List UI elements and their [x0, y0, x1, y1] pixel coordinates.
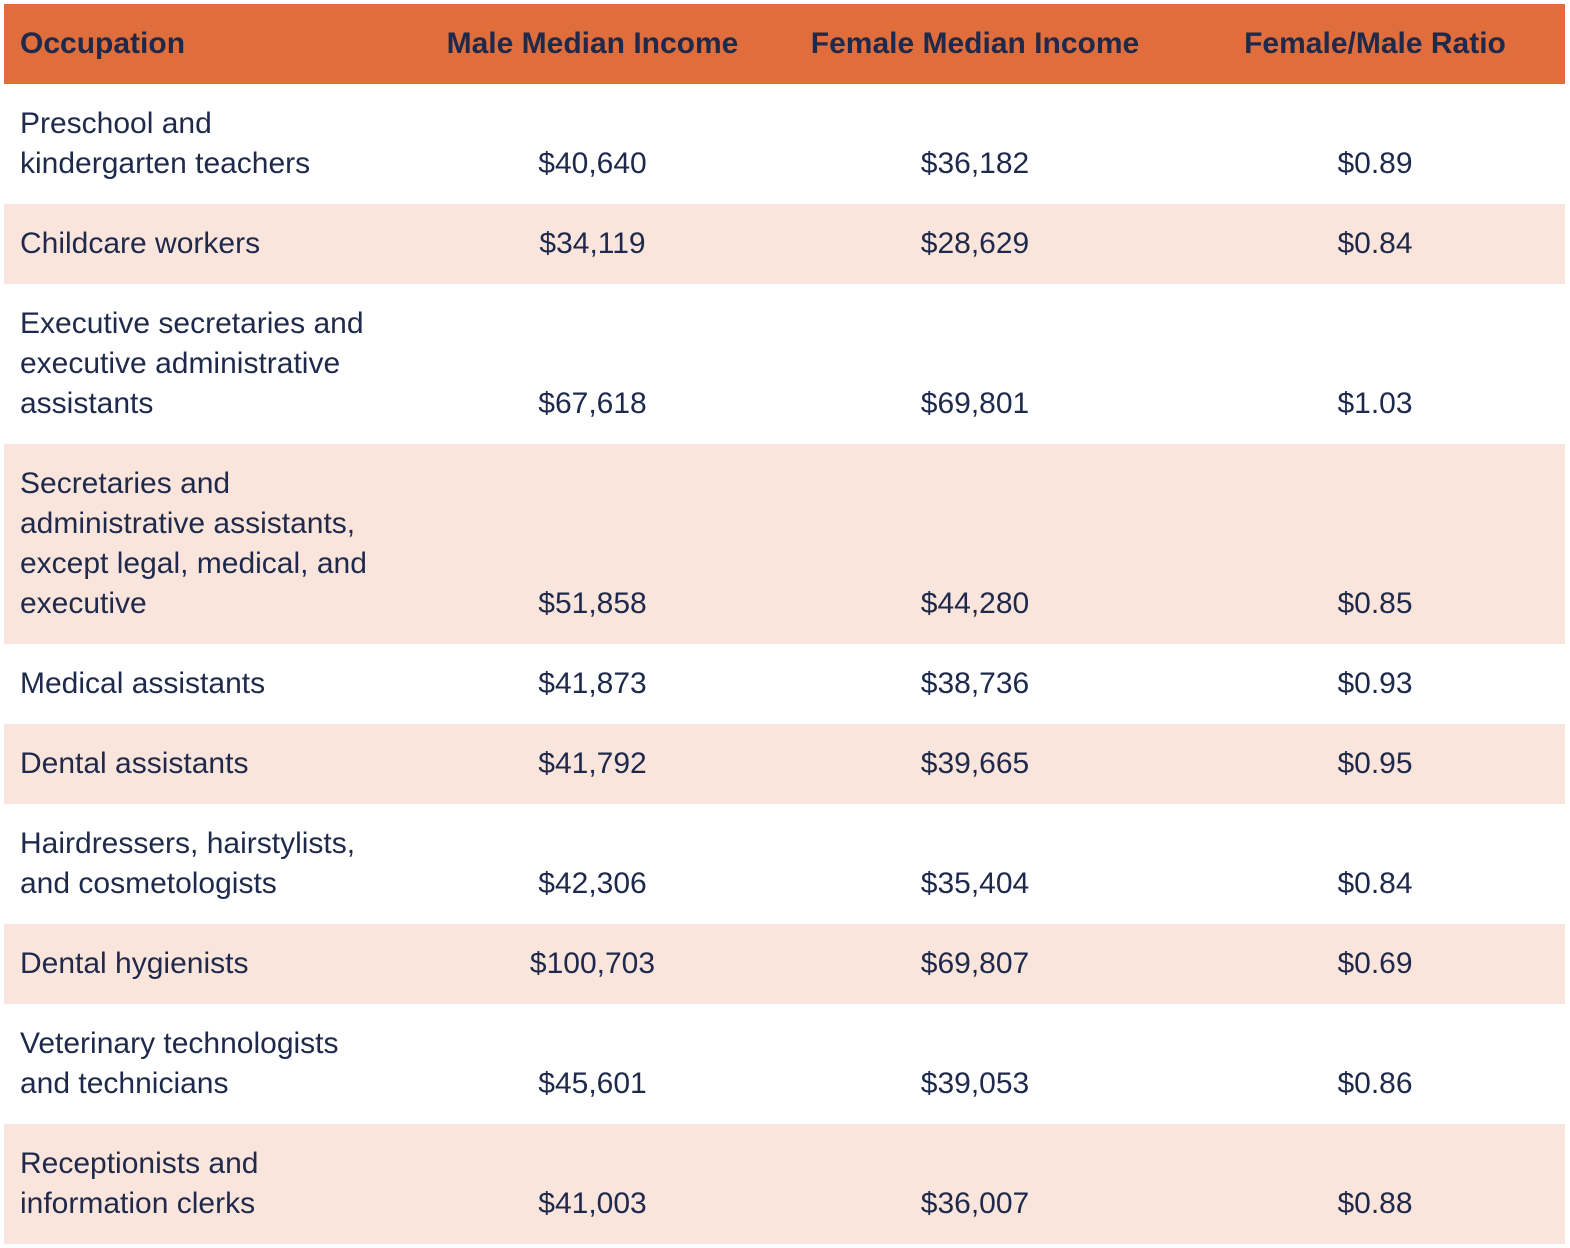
table-row: Medical assistants $41,873 $38,736 $0.93	[4, 644, 1565, 724]
occupation-cell: Secretaries and administrative assistant…	[20, 467, 367, 620]
ratio-cell: $0.86	[1337, 1067, 1413, 1100]
occupation-cell: Preschool and kindergarten teachers	[20, 107, 311, 180]
male-income-cell: $41,873	[538, 667, 647, 700]
table-row: Executive secretaries and executive admi…	[4, 284, 1565, 444]
female-income-cell: $36,007	[920, 1187, 1030, 1220]
male-income-cell: $42,306	[538, 867, 647, 900]
ratio-cell: $0.84	[1337, 867, 1413, 900]
occupation-cell: Dental assistants	[20, 747, 249, 780]
income-comparison-table: Occupation Male Median Income Female Med…	[4, 4, 1565, 1244]
male-income-cell: $67,618	[538, 387, 647, 420]
occupation-cell: Medical assistants	[20, 667, 266, 700]
ratio-cell: $0.89	[1337, 147, 1413, 180]
table-row: Veterinary technologists and technicians…	[4, 1004, 1565, 1124]
ratio-cell: $1.03	[1337, 387, 1413, 420]
table-row: Hairdressers, hairstylists, and cosmetol…	[4, 804, 1565, 924]
table-body: Preschool and kindergarten teachers $40,6…	[4, 84, 1565, 1244]
male-income-cell: $41,792	[538, 747, 647, 780]
ratio-cell: $0.95	[1337, 747, 1413, 780]
female-income-cell: $44,280	[920, 587, 1030, 620]
occupation-cell: Veterinary technologists and technicians	[20, 1027, 339, 1100]
column-header-female-median-income: Female Median Income	[765, 4, 1185, 84]
column-header-male-median-income: Male Median Income	[420, 4, 765, 84]
table-row: Receptionists and information clerks $41,…	[4, 1124, 1565, 1244]
occupation-cell: Executive secretaries and executive admi…	[20, 307, 364, 420]
table-row: Preschool and kindergarten teachers $40,6…	[4, 84, 1565, 204]
male-income-cell: $41,003	[538, 1187, 647, 1220]
male-income-cell: $40,640	[538, 147, 647, 180]
ratio-cell: $0.85	[1337, 587, 1413, 620]
occupation-cell: Receptionists and information clerks	[20, 1147, 259, 1220]
male-income-cell: $45,601	[538, 1067, 647, 1100]
ratio-cell: $0.84	[1337, 227, 1413, 260]
female-income-cell: $38,736	[920, 667, 1030, 700]
male-income-cell: $100,703	[529, 947, 656, 980]
occupation-cell: Childcare workers	[20, 227, 261, 260]
table-row: Secretaries and administrative assistant…	[4, 444, 1565, 644]
table-row: Childcare workers $34,119 $28,629 $0.84	[4, 204, 1565, 284]
female-income-cell: $28,629	[920, 227, 1030, 260]
occupation-cell: Dental hygienists	[20, 947, 249, 980]
table-row: Dental assistants $41,792 $39,665 $0.95	[4, 724, 1565, 804]
column-header-female-male-ratio: Female/Male Ratio	[1185, 4, 1565, 84]
ratio-cell: $0.88	[1337, 1187, 1413, 1220]
header-row: Occupation Male Median Income Female Med…	[4, 4, 1565, 84]
male-income-cell: $51,858	[538, 587, 647, 620]
male-income-cell: $34,119	[539, 227, 646, 260]
ratio-cell: $0.93	[1337, 667, 1413, 700]
ratio-cell: $0.69	[1337, 947, 1413, 980]
occupation-cell: Hairdressers, hairstylists, and cosmetol…	[20, 827, 356, 900]
column-header-occupation: Occupation	[4, 4, 420, 84]
female-income-cell: $69,801	[920, 387, 1030, 420]
female-income-cell: $69,807	[920, 947, 1030, 980]
table-row: Dental hygienists $100,703 $69,807 $0.69	[4, 924, 1565, 1004]
female-income-cell: $39,053	[920, 1067, 1030, 1100]
female-income-cell: $36,182	[920, 147, 1030, 180]
female-income-cell: $39,665	[920, 747, 1030, 780]
female-income-cell: $35,404	[920, 867, 1030, 900]
